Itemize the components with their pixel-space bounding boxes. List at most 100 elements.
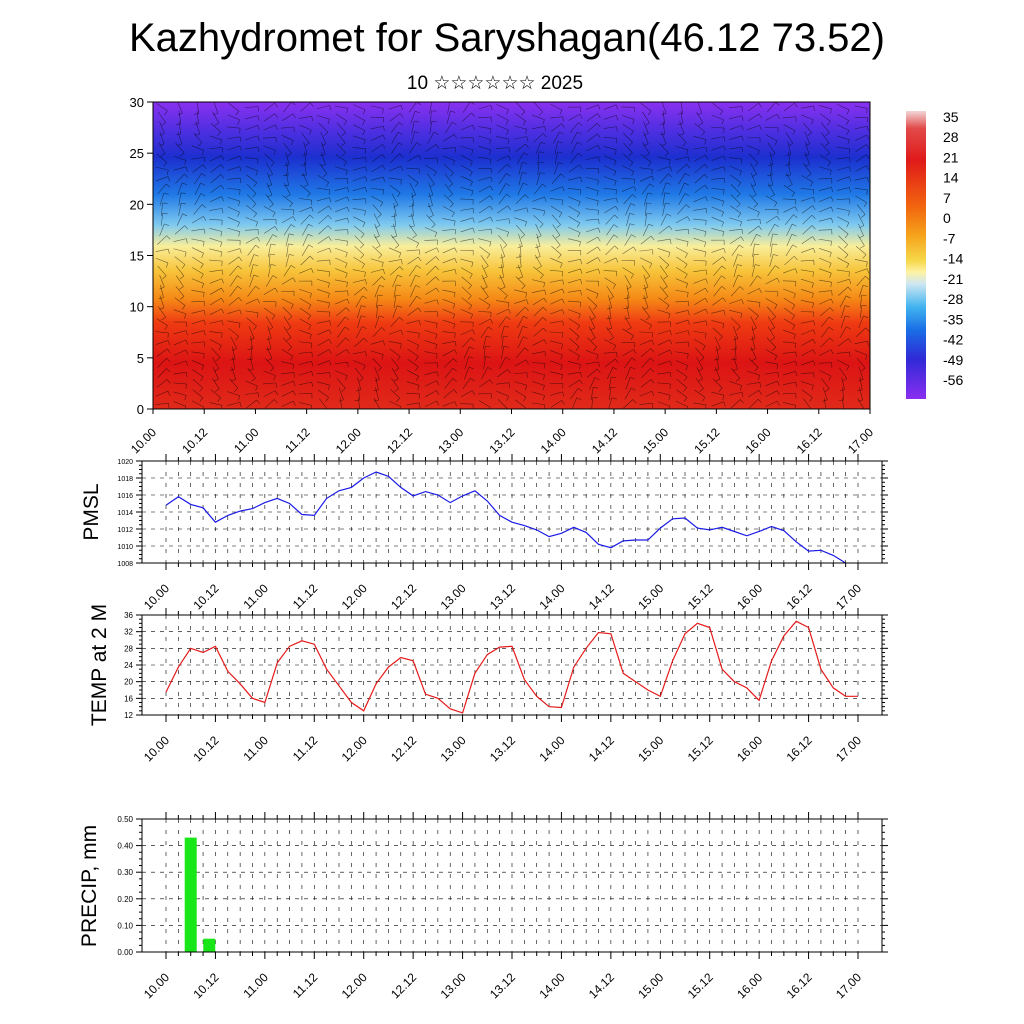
wind-barb <box>409 142 417 154</box>
wind-barb <box>335 257 348 264</box>
wind-barb-flag <box>580 268 583 274</box>
wind-barb-flag <box>435 276 440 281</box>
wind-barb <box>496 147 510 149</box>
wind-barb <box>353 124 366 131</box>
wind-barb-flag <box>791 304 796 310</box>
wind-barb-flag <box>704 174 709 179</box>
wind-barb <box>643 121 649 134</box>
wind-barb-flag <box>544 351 547 357</box>
wind-barb-flag <box>338 399 344 402</box>
wind-barb <box>856 204 866 215</box>
wind-barb <box>639 331 653 333</box>
wind-barb <box>157 183 167 195</box>
wind-barb-flag <box>661 143 667 146</box>
wind-barb <box>191 278 204 284</box>
x-tick-label: 11.12 <box>282 425 313 456</box>
wind-barb <box>496 124 509 131</box>
precip-bars <box>184 837 216 952</box>
wind-barb-flag <box>612 284 616 289</box>
temp2m-grid <box>142 614 882 716</box>
wind-barb-flag <box>363 287 368 292</box>
wind-barb <box>194 182 201 195</box>
wind-barb-flag <box>257 135 260 141</box>
wind-barb <box>604 339 616 346</box>
wind-barb-flag <box>237 222 240 228</box>
wind-barb <box>659 286 669 297</box>
wind-barb-flag <box>830 241 832 247</box>
wind-barb <box>283 316 292 328</box>
wind-barb-flag <box>666 213 672 217</box>
wind-barb <box>173 401 187 407</box>
wind-barb-flag <box>650 357 655 362</box>
wind-barb <box>549 340 563 345</box>
wind-barb-flag <box>377 305 383 307</box>
wind-barb-flag <box>754 367 759 372</box>
wind-barb-flag <box>185 349 189 355</box>
wind-barb-flag <box>848 176 852 182</box>
wind-barb-flag <box>269 204 274 208</box>
wind-barb-flag <box>777 372 779 378</box>
wind-barb-flag <box>201 150 205 156</box>
wind-barb <box>410 111 416 124</box>
wind-barb-flag <box>861 367 866 372</box>
wind-barb-flag <box>687 229 690 235</box>
wind-barb <box>533 307 544 317</box>
wind-barb-flag <box>415 366 419 371</box>
wind-barb <box>606 326 614 338</box>
wind-barb <box>209 402 223 406</box>
x-tick-label: 12.00 <box>339 733 370 764</box>
wind-barb-flag <box>793 334 796 340</box>
wind-barb <box>299 288 312 294</box>
x-tick-label: 14.12 <box>589 425 620 456</box>
wind-barb-flag <box>377 367 382 372</box>
wind-barb-flag <box>677 113 683 115</box>
wind-barb <box>587 123 598 133</box>
wind-barb <box>606 285 614 297</box>
wind-barb-flag <box>596 190 599 196</box>
wind-barb-flag <box>740 313 743 319</box>
wind-barb <box>263 124 276 131</box>
wind-barb-flag <box>275 124 278 130</box>
wind-barb <box>427 203 434 216</box>
wind-barb <box>355 326 363 339</box>
wind-barb-flag <box>544 289 547 295</box>
wind-barb <box>158 306 166 318</box>
wind-barb <box>836 135 850 141</box>
x-tick-label: 14.12 <box>586 581 617 612</box>
wind-barb <box>567 278 581 284</box>
wind-barb-flag <box>560 365 563 371</box>
wind-barb <box>227 136 241 140</box>
wind-barb <box>549 198 563 201</box>
wind-barb-flag <box>613 345 617 351</box>
wind-barb <box>836 166 850 171</box>
wind-barb <box>496 300 510 303</box>
wind-barb-flag <box>363 338 368 343</box>
wind-barb-flag <box>182 182 188 186</box>
wind-barb <box>176 213 183 226</box>
wind-barb-flag <box>221 332 223 338</box>
wind-barb <box>603 188 617 190</box>
wind-barb <box>192 164 204 173</box>
y-tick-label: 1016 <box>117 493 133 500</box>
wind-barb-flag <box>203 319 206 325</box>
wind-barb-flag <box>793 214 798 219</box>
x-tick-label: 14.00 <box>536 970 567 1001</box>
wind-barb-flag <box>644 153 650 157</box>
wind-barb <box>227 248 240 253</box>
wind-barb-flag <box>741 229 743 235</box>
wind-barb-flag <box>701 131 705 136</box>
wind-barb-flag <box>221 147 224 153</box>
wind-barb-flag <box>597 210 599 216</box>
wind-barb <box>747 382 760 385</box>
wind-barb <box>514 390 527 398</box>
wind-barb <box>334 238 348 242</box>
wind-barb-flag <box>359 244 364 249</box>
wind-barb <box>585 177 599 181</box>
wind-barb <box>335 268 348 274</box>
wind-barb <box>460 390 473 398</box>
wind-barb <box>567 176 581 181</box>
wind-barb <box>264 399 275 409</box>
wind-barb-flag <box>866 268 870 274</box>
wind-barb-flag <box>469 171 473 177</box>
wind-barb-flag <box>364 210 366 216</box>
